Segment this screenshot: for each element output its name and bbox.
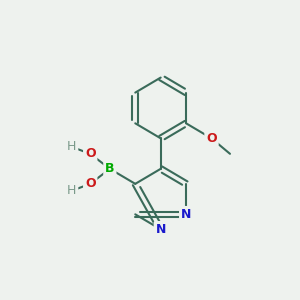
- Text: O: O: [85, 177, 95, 190]
- Text: H: H: [67, 140, 76, 153]
- Text: B: B: [105, 162, 115, 175]
- Text: N: N: [155, 223, 166, 236]
- Text: O: O: [85, 147, 95, 160]
- Text: N: N: [181, 208, 191, 221]
- Text: O: O: [206, 132, 217, 145]
- Text: H: H: [67, 184, 76, 197]
